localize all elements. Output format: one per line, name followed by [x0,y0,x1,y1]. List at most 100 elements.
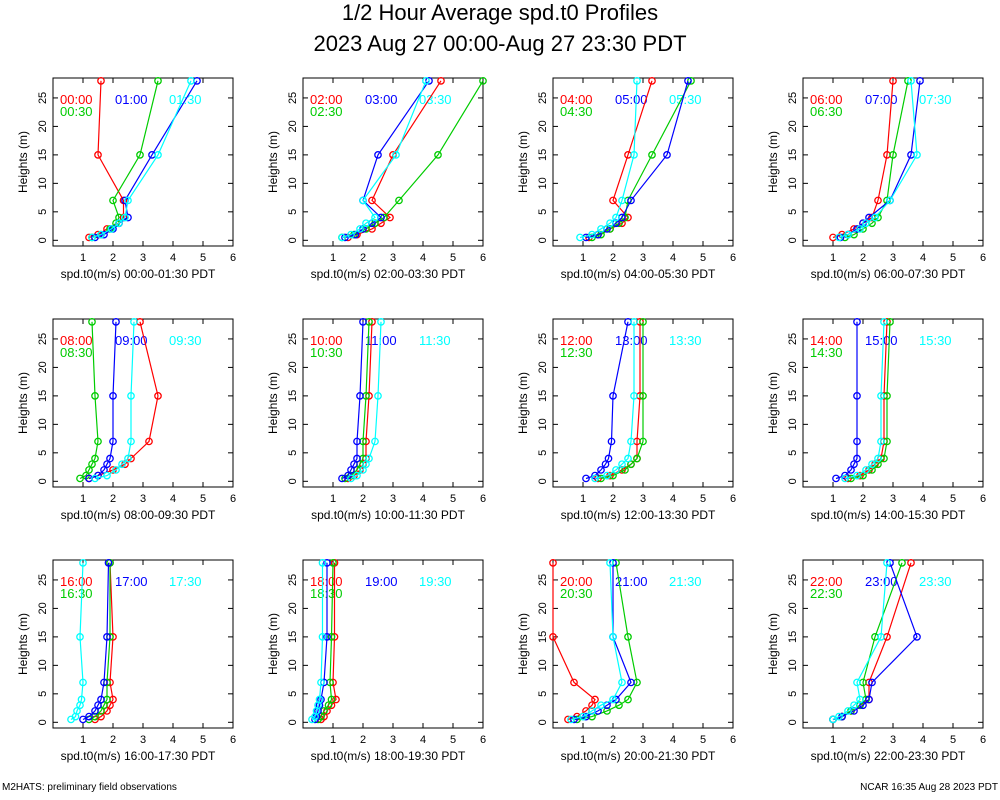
legend-label: 10:00 [310,333,343,348]
data-point [597,225,605,233]
legend-label: 16:30 [60,586,93,601]
footer-right-note: NCAR 16:35 Aug 28 2023 PDT [860,782,998,793]
data-point [624,633,632,641]
data-point [630,392,638,400]
data-point [579,712,587,721]
legend-label: 15:30 [919,333,952,348]
data-point [624,454,632,463]
y-tick-label: 20 [537,602,549,614]
data-point [323,558,331,567]
data-point [353,437,361,446]
data-point [883,558,891,567]
profile-panel-5: 1 2 3 4 5 6 0 5 10 15 20 25 Heights (m) spd.t0(m/s) 0… [16,317,236,522]
x-tick-label: 2 [610,252,616,264]
x-tick-label: 6 [230,734,236,746]
data-point [606,558,614,567]
y-tick-label: 25 [287,92,299,104]
series-11:30 [347,317,385,483]
data-point [624,695,632,704]
data-point [124,454,132,463]
data-point [627,460,635,469]
legend-label: 02:30 [310,104,343,119]
x-tick-label: 3 [140,252,146,264]
x-axis-label: spd.t0(m/s) 14:00-15:30 PDT [811,508,966,522]
x-tick-label: 4 [420,734,426,746]
x-tick-label: 6 [730,252,736,264]
series-line [341,321,364,480]
data-point [847,466,855,474]
data-point [630,151,638,159]
y-tick-label: 15 [37,631,49,643]
x-tick-label: 6 [980,252,986,264]
series-02:30 [338,76,487,242]
data-point [639,437,647,446]
y-axis-label: Heights (m) [766,372,780,434]
y-axis-label: Heights (m) [16,613,30,675]
profile-panel-4: 1 2 3 4 5 6 0 5 10 15 20 25 Heights (m) spd.t0(m/s) 0… [766,76,986,281]
data-point [350,460,358,469]
data-point [621,466,629,474]
profile-panel-9: 1 2 3 4 5 6 0 5 10 15 20 25 Heights (m) spd.t0(m/s) 1… [16,558,236,763]
y-tick-label: 10 [537,659,549,671]
series-23:30 [829,558,891,724]
series-line [91,80,192,239]
data-point [871,213,879,222]
series-line [832,562,918,721]
data-point [567,715,575,724]
data-point [907,76,915,85]
data-point [603,707,611,715]
legend-label: 15:00 [865,333,898,348]
data-point [609,695,617,704]
data-point [844,230,852,239]
x-tick-label: 2 [860,252,866,264]
x-tick-label: 2 [860,734,866,746]
x-axis-label: spd.t0(m/s) 20:00-21:30 PDT [561,749,716,763]
x-tick-label: 2 [360,252,366,264]
y-tick-label: 5 [787,209,799,215]
series-17:30 [67,558,87,724]
data-point [570,715,578,724]
series-line [838,80,918,239]
profile-panel-12: 1 2 3 4 5 6 0 5 10 15 20 25 Heights (m) spd.t0(m/s) 2… [766,558,986,763]
legend-label: 10:30 [310,345,343,360]
data-point [94,151,102,159]
x-tick-label: 5 [700,252,706,264]
data-point [318,633,327,641]
data-point [889,151,897,159]
chart-subtitle: 2023 Aug 27 00:00-Aug 27 23:30 PDT [313,31,687,56]
y-tick-label: 15 [37,149,49,161]
y-tick-label: 10 [37,418,49,430]
x-tick-label: 2 [610,734,616,746]
x-tick-label: 1 [580,734,586,746]
data-point [588,230,596,239]
data-point [868,678,876,687]
legend-label: 11:30 [419,333,451,348]
x-tick-label: 6 [980,493,986,505]
x-tick-label: 3 [890,734,896,746]
x-tick-label: 1 [80,493,86,505]
data-point [324,701,333,710]
profile-panel-8: 1 2 3 4 5 6 0 5 10 15 20 25 Heights (m) spd.t0(m/s) 1… [766,317,986,522]
x-axis-label: spd.t0(m/s) 10:00-11:30 PDT [311,508,466,522]
series-01:30 [88,76,195,242]
legend-label: 13:30 [669,333,702,348]
series-line [850,321,891,480]
data-point [913,633,921,641]
x-tick-label: 5 [200,734,206,746]
legend-label: 18:30 [310,586,343,601]
data-point [850,460,858,469]
y-tick-label: 0 [787,237,799,243]
data-point [347,230,355,239]
data-point [79,558,87,567]
data-point [597,466,605,474]
profile-panel-7: 1 2 3 4 5 6 0 5 10 15 20 25 Heights (m) spd.t0(m/s) 1… [516,317,736,522]
x-tick-label: 4 [920,493,926,505]
data-point [77,695,86,704]
x-tick-label: 2 [360,734,366,746]
legend-label: 17:00 [115,574,148,589]
x-axis-label: spd.t0(m/s) 00:00-01:30 PDT [61,267,216,281]
data-point [91,392,99,400]
y-tick-label: 15 [537,390,549,402]
data-point [597,701,605,710]
